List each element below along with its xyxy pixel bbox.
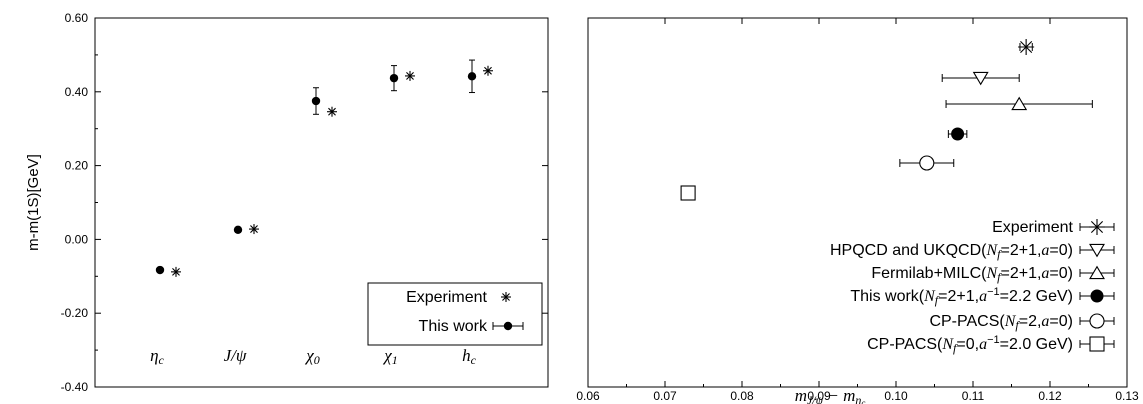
legend-box bbox=[367, 282, 543, 346]
legend-label: Experiment bbox=[992, 219, 1073, 236]
y-axis-label: m-m(1S)[GeV] bbox=[25, 154, 42, 251]
legend-marker bbox=[1089, 243, 1105, 258]
category-label: χ1 bbox=[382, 346, 397, 367]
x-axis-label: mJ/ψ − mηc bbox=[795, 386, 866, 404]
legend-marker-this-work bbox=[503, 321, 513, 331]
this-work-point bbox=[467, 72, 477, 81]
right-chart: 0.06 0.07 0.08 0.09 0.10 0.11 0.12 0.13 mJ/ψ − m… bbox=[576, 17, 1139, 404]
y-tick-label: -0.20 bbox=[61, 306, 89, 320]
legend-label-experiment: Experiment bbox=[406, 289, 487, 306]
data-point bbox=[919, 155, 935, 171]
legend-label-this-work: This work bbox=[419, 318, 488, 335]
this-work-point bbox=[389, 73, 399, 83]
experiment-point bbox=[405, 70, 415, 81]
data-point bbox=[951, 127, 965, 141]
legend-marker bbox=[1089, 313, 1105, 329]
x-tick-label: 0.13 bbox=[1115, 389, 1139, 403]
category-label: χ0 bbox=[304, 346, 319, 367]
data-point bbox=[972, 71, 989, 86]
left-chart: 0.60 0.40 0.20 0.00 -0.20 -0.40 m-m(1S)[GeV] ηc… bbox=[25, 11, 549, 394]
x-tick-label: 0.09 bbox=[807, 389, 831, 403]
this-work-point bbox=[233, 225, 243, 235]
x-tick-label: 0.10 bbox=[884, 389, 908, 403]
category-label: hc bbox=[462, 346, 477, 367]
x-tick-label: 0.08 bbox=[730, 389, 754, 403]
legend-label: HPQCD and UKQCD(Nf=2+1,a=0) bbox=[830, 242, 1073, 261]
this-work-point bbox=[155, 265, 165, 275]
experiment-point bbox=[327, 106, 337, 117]
category-label: ηc bbox=[150, 346, 164, 367]
experiment-point bbox=[171, 266, 181, 277]
plot-frame bbox=[587, 17, 1128, 388]
legend-label: CP-PACS(Nf=2,a=0) bbox=[929, 313, 1073, 332]
data-point bbox=[1018, 39, 1035, 55]
y-tick-label: -0.40 bbox=[61, 380, 89, 394]
x-tick-label: 0.06 bbox=[576, 389, 600, 403]
data-point bbox=[680, 185, 696, 201]
legend-marker bbox=[1089, 336, 1105, 352]
experiment-point bbox=[483, 65, 493, 76]
y-tick-label: 0.00 bbox=[65, 232, 89, 246]
x-tick-label: 0.11 bbox=[962, 389, 985, 403]
legend-marker bbox=[1089, 265, 1105, 280]
legend-marker bbox=[1090, 289, 1104, 303]
y-tick-label: 0.60 bbox=[65, 11, 89, 25]
y-tick-label: 0.40 bbox=[65, 85, 89, 99]
experiment-point bbox=[249, 224, 259, 235]
y-tick-label: 0.20 bbox=[65, 159, 89, 173]
x-tick-label: 0.07 bbox=[653, 389, 677, 403]
legend-label: Fermilab+MILC(Nf=2+1,a=0) bbox=[871, 265, 1073, 284]
legend-marker-experiment bbox=[501, 292, 511, 302]
category-label: J/ψ bbox=[224, 346, 247, 365]
data-point bbox=[1011, 96, 1028, 111]
this-work-point bbox=[311, 96, 321, 106]
legend-label: This work(Nf=2+1,a−1=2.2 GeV) bbox=[850, 286, 1073, 307]
x-tick-label: 0.12 bbox=[1038, 389, 1062, 403]
legend-marker bbox=[1089, 219, 1105, 235]
legend-label: CP-PACS(Nf=0,a−1=2.0 GeV) bbox=[867, 334, 1073, 355]
